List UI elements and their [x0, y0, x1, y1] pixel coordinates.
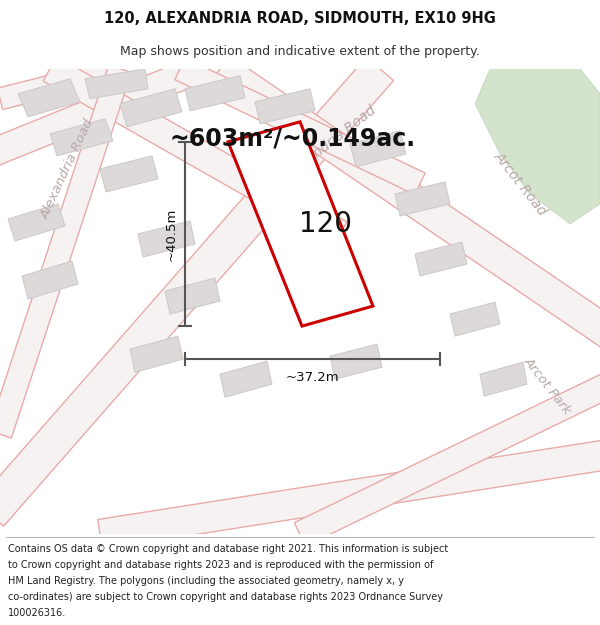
Polygon shape	[185, 76, 245, 111]
Polygon shape	[211, 56, 600, 348]
Polygon shape	[228, 122, 373, 326]
Text: Contains OS data © Crown copyright and database right 2021. This information is : Contains OS data © Crown copyright and d…	[8, 544, 448, 554]
Polygon shape	[475, 69, 600, 224]
Text: HM Land Registry. The polygons (including the associated geometry, namely x, y: HM Land Registry. The polygons (includin…	[8, 576, 404, 586]
Text: Alexandria Road: Alexandria Road	[39, 117, 97, 221]
Polygon shape	[130, 336, 183, 372]
Text: 120, ALEXANDRIA ROAD, SIDMOUTH, EX10 9HG: 120, ALEXANDRIA ROAD, SIDMOUTH, EX10 9HG	[104, 11, 496, 26]
Polygon shape	[0, 65, 131, 438]
Polygon shape	[330, 344, 382, 379]
Text: to Crown copyright and database rights 2023 and is reproduced with the permissio: to Crown copyright and database rights 2…	[8, 560, 433, 570]
Polygon shape	[0, 57, 394, 526]
Polygon shape	[395, 182, 450, 216]
Polygon shape	[22, 261, 78, 299]
Text: Arcot Park: Arcot Park	[522, 355, 574, 418]
Polygon shape	[0, 58, 122, 109]
Polygon shape	[220, 361, 272, 398]
Polygon shape	[98, 439, 600, 549]
Text: co-ordinates) are subject to Crown copyright and database rights 2023 Ordnance S: co-ordinates) are subject to Crown copyr…	[8, 592, 443, 602]
Polygon shape	[85, 69, 148, 99]
Polygon shape	[450, 302, 500, 336]
Text: 120: 120	[299, 210, 352, 238]
Text: Arcot Road: Arcot Road	[491, 149, 549, 218]
Text: 100026316.: 100026316.	[8, 608, 66, 618]
Polygon shape	[100, 156, 158, 192]
Polygon shape	[295, 372, 600, 546]
Text: Alexandria Road: Alexandria Road	[281, 103, 379, 184]
Text: ~603m²/~0.149ac.: ~603m²/~0.149ac.	[170, 127, 416, 151]
Polygon shape	[175, 58, 425, 195]
Polygon shape	[43, 57, 347, 246]
Polygon shape	[8, 204, 65, 241]
Text: Map shows position and indicative extent of the property.: Map shows position and indicative extent…	[120, 45, 480, 58]
Polygon shape	[255, 89, 315, 124]
Polygon shape	[415, 242, 467, 276]
Polygon shape	[50, 119, 113, 156]
Polygon shape	[138, 221, 195, 257]
Text: ~40.5m: ~40.5m	[164, 208, 178, 261]
Polygon shape	[165, 278, 220, 314]
Polygon shape	[120, 89, 182, 127]
Polygon shape	[350, 131, 406, 167]
Text: ~37.2m: ~37.2m	[286, 371, 340, 384]
Polygon shape	[0, 56, 205, 167]
Polygon shape	[480, 362, 527, 396]
Polygon shape	[18, 79, 80, 117]
